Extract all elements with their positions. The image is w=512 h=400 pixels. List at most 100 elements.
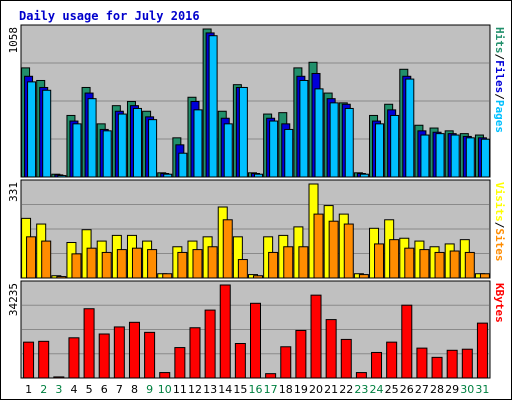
bar-sites-day-14 [222, 219, 233, 279]
bar-sites-day-23 [358, 274, 369, 279]
bar-pages-day-18 [284, 128, 294, 178]
x-tick-day-8: 8 [131, 383, 138, 396]
bar-kbytes-day-4 [68, 337, 80, 379]
legend-sites: Sites [493, 228, 506, 261]
x-tick-day-22: 22 [339, 383, 353, 396]
bar-sites-day-31 [479, 273, 490, 279]
legend-separator: / [493, 93, 506, 100]
bar-pages-day-1 [27, 81, 37, 178]
legend-separator: / [493, 54, 506, 61]
bar-kbytes-day-13 [204, 309, 216, 379]
bar-sites-day-3 [56, 276, 67, 279]
bar-pages-day-30 [465, 137, 475, 178]
panel-visitors-legend: Visits/Sites [493, 182, 506, 262]
bar-kbytes-day-14 [219, 284, 231, 379]
x-tick-day-20: 20 [309, 383, 323, 396]
x-tick-day-28: 28 [430, 383, 444, 396]
bar-kbytes-day-19 [295, 329, 307, 379]
bar-pages-day-12 [193, 109, 203, 178]
bar-sites-day-25 [389, 239, 400, 279]
x-tick-day-3: 3 [55, 383, 62, 396]
bar-pages-day-9 [148, 119, 158, 178]
x-tick-day-10: 10 [158, 383, 172, 396]
bar-sites-day-20 [313, 213, 324, 279]
x-tick-day-14: 14 [218, 383, 232, 396]
bar-pages-day-21 [329, 102, 339, 178]
x-tick-day-13: 13 [203, 383, 217, 396]
x-tick-day-30: 30 [460, 383, 474, 396]
bar-sites-day-24 [374, 243, 385, 279]
bar-pages-day-19 [299, 79, 309, 178]
bar-pages-day-24 [375, 123, 385, 178]
bar-pages-day-13 [208, 35, 218, 178]
x-tick-day-31: 31 [475, 383, 489, 396]
x-tick-day-16: 16 [249, 383, 263, 396]
bar-kbytes-day-30 [461, 348, 473, 379]
bar-sites-day-30 [464, 251, 475, 279]
x-tick-day-23: 23 [354, 383, 368, 396]
panel-requests-legend: Hits/Files/Pages [493, 27, 506, 133]
bar-pages-day-22 [344, 107, 354, 178]
bar-kbytes-day-22 [340, 338, 352, 379]
bar-sites-day-4 [71, 253, 82, 279]
bar-kbytes-day-9 [144, 331, 156, 379]
bar-pages-day-26 [405, 78, 415, 178]
legend-visits: Visits [493, 182, 506, 222]
bar-kbytes-day-20 [310, 294, 322, 379]
bar-sites-day-29 [449, 250, 460, 279]
bar-pages-day-16 [254, 173, 263, 178]
bar-pages-day-31 [480, 138, 490, 178]
x-tick-day-15: 15 [233, 383, 247, 396]
bar-pages-day-10 [163, 173, 173, 178]
panel-kbytes-max-label: 34235 [7, 283, 20, 316]
bar-sites-day-6 [101, 251, 112, 279]
bar-sites-day-5 [86, 247, 97, 279]
bar-pages-day-17 [269, 120, 279, 178]
bar-kbytes-day-16 [250, 302, 261, 379]
bar-sites-day-21 [328, 220, 339, 279]
bar-kbytes-day-2 [38, 340, 50, 379]
x-tick-day-6: 6 [101, 383, 108, 396]
bar-kbytes-day-11 [174, 347, 186, 379]
panel-visitors-max-label: 331 [7, 182, 20, 202]
bar-pages-day-3 [57, 175, 67, 178]
bar-sites-day-12 [192, 249, 203, 279]
bar-sites-day-19 [298, 246, 309, 279]
x-tick-day-18: 18 [279, 383, 293, 396]
x-tick-day-5: 5 [86, 383, 93, 396]
bar-kbytes-day-28 [431, 356, 443, 379]
bar-kbytes-day-25 [386, 341, 398, 379]
legend-files: Files [493, 60, 506, 93]
x-tick-day-27: 27 [415, 383, 429, 396]
bar-sites-day-28 [434, 251, 445, 279]
x-tick-day-11: 11 [173, 383, 187, 396]
bar-kbytes-day-31 [476, 322, 488, 379]
bar-sites-day-17 [268, 251, 279, 279]
bar-pages-day-20 [314, 88, 324, 178]
bar-pages-day-23 [359, 173, 369, 178]
bar-kbytes-day-5 [83, 308, 95, 379]
x-tick-day-7: 7 [116, 383, 123, 396]
bar-kbytes-day-27 [416, 347, 428, 379]
bar-sites-day-22 [343, 223, 354, 279]
x-tick-day-2: 2 [40, 383, 47, 396]
bar-sites-day-2 [41, 240, 52, 279]
bar-sites-day-8 [131, 247, 142, 279]
bar-pages-day-28 [435, 133, 445, 178]
bar-kbytes-day-6 [98, 333, 110, 379]
bar-sites-day-10 [162, 273, 173, 279]
bar-sites-day-15 [237, 259, 248, 279]
x-tick-day-9: 9 [146, 383, 153, 396]
panel-kbytes-legend: KBytes [493, 283, 506, 323]
bar-sites-day-1 [26, 236, 37, 279]
x-tick-day-24: 24 [370, 383, 384, 396]
bar-kbytes-day-12 [189, 327, 201, 379]
bar-kbytes-day-18 [280, 346, 292, 379]
bar-pages-day-4 [72, 123, 82, 178]
panel-visitors: 331 Visits/Sites [7, 179, 506, 279]
x-tick-day-1: 1 [25, 383, 32, 396]
bar-pages-day-29 [450, 134, 460, 178]
bar-kbytes-day-15 [234, 343, 246, 379]
x-tick-day-12: 12 [188, 383, 202, 396]
